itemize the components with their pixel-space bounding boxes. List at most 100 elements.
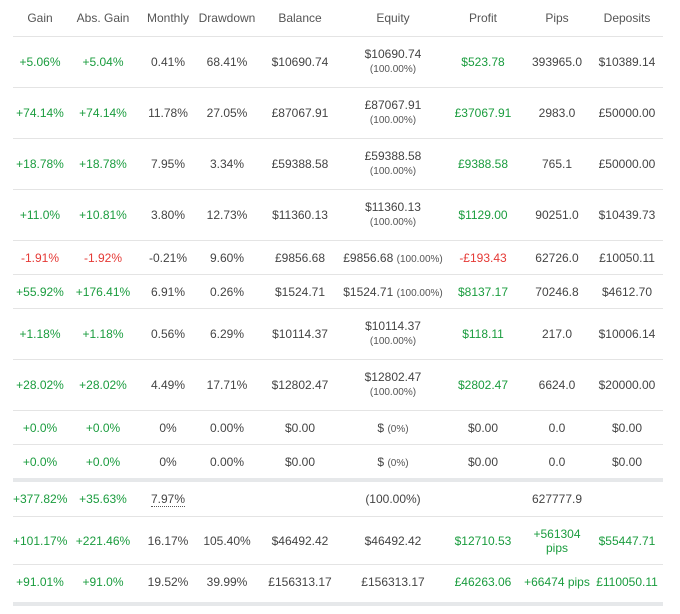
summary-deposits: £110050.11 <box>591 564 663 598</box>
summary-pips: +66474 pips <box>523 564 591 598</box>
table-row[interactable]: +1.18% +1.18% 0.56% 6.29% $10114.37 $10114.37… <box>13 308 663 360</box>
abs-gain-cell: +176.41% <box>67 274 139 309</box>
equity-cell: £59388.58 (100.00%) <box>343 138 443 190</box>
equity-percent: (0%) <box>387 457 409 469</box>
pips-cell: 2983.0 <box>523 87 591 139</box>
table-row[interactable]: +5.06% +5.04% 0.41% 68.41% $10690.74 $10690.7… <box>13 36 663 88</box>
header-balance[interactable]: Balance <box>278 11 322 25</box>
drawdown-cell: 17.71% <box>197 359 257 411</box>
pips-cell: 62726.0 <box>523 240 591 275</box>
summary-balance <box>257 478 343 517</box>
pips-cell: 393965.0 <box>523 36 591 88</box>
table-row[interactable]: +11.0% +10.81% 3.80% 12.73% $11360.13 $11360.… <box>13 189 663 241</box>
drawdown-cell: 3.34% <box>197 138 257 190</box>
deposits-cell: £50000.00 <box>591 138 663 190</box>
balance-cell: $10114.37 <box>257 308 343 360</box>
equity-value: £87067.91 <box>364 98 422 112</box>
pips-cell: 0.0 <box>523 444 591 480</box>
summary-deposits: $55447.71 <box>591 516 663 565</box>
deposits-cell: $10389.14 <box>591 36 663 88</box>
summary-row-total: +377.82% +35.63% 7.97% (100.00%) 627777.… <box>13 478 663 517</box>
drawdown-cell: 12.73% <box>197 189 257 241</box>
deposits-cell: $0.00 <box>591 444 663 480</box>
table-row[interactable]: +55.92% +176.41% 6.91% 0.26% $1524.71 $1524.7… <box>13 274 663 309</box>
equity-value: $10690.74 <box>364 47 422 61</box>
summary-abs-gain: +35.63% <box>67 478 139 517</box>
balance-cell: $1524.71 <box>257 274 343 309</box>
pips-cell: 217.0 <box>523 308 591 360</box>
summary-pips: 627777.9 <box>523 478 591 517</box>
table-header-row: Gain Abs. Gain Monthly Drawdown Balance … <box>13 0 663 37</box>
deposits-cell: £50000.00 <box>591 87 663 139</box>
summary-monthly-value[interactable]: 7.97% <box>150 492 186 507</box>
summary-equity: £156313.17 <box>343 564 443 598</box>
abs-gain-cell: +0.0% <box>67 444 139 480</box>
accounts-table: Gain Abs. Gain Monthly Drawdown Balance … <box>13 0 663 598</box>
profit-cell: $8137.17 <box>443 274 523 309</box>
summary-gain: +377.82% <box>13 478 67 517</box>
table-row[interactable]: +0.0% +0.0% 0% 0.00% $0.00 $ (0%) $0.00 0.0 $0.0… <box>13 410 663 445</box>
table-row[interactable]: +28.02% +28.02% 4.49% 17.71% $12802.47 $12802… <box>13 359 663 411</box>
drawdown-cell: 0.00% <box>197 410 257 445</box>
summary-monthly: 16.17% <box>139 516 197 565</box>
summary-row-gbp: +91.01% +91.0% 19.52% 39.99% £156313.17 … <box>13 564 663 598</box>
gain-cell: +74.14% <box>13 87 67 139</box>
monthly-cell: 0.56% <box>139 308 197 360</box>
header-abs-gain[interactable]: Abs. Gain <box>76 11 130 25</box>
table-row[interactable]: -1.91% -1.92% -0.21% 9.60% £9856.68 £9856.68 … <box>13 240 663 275</box>
gain-cell: +11.0% <box>13 189 67 241</box>
table-row[interactable]: +0.0% +0.0% 0% 0.00% $0.00 $ (0%) $0.00 0.0 $0.0… <box>13 444 663 480</box>
equity-percent: (100.00%) <box>369 166 417 177</box>
equity-cell: $1524.71 (100.00%) <box>343 274 443 309</box>
profit-cell: $118.11 <box>443 308 523 360</box>
drawdown-cell: 9.60% <box>197 240 257 275</box>
monthly-cell: 3.80% <box>139 189 197 241</box>
equity-cell: £87067.91 (100.00%) <box>343 87 443 139</box>
summary-balance: £156313.17 <box>257 564 343 598</box>
balance-cell: $0.00 <box>257 444 343 480</box>
balance-cell: $12802.47 <box>257 359 343 411</box>
profit-cell: £9388.58 <box>443 138 523 190</box>
equity-value: $1524.71 <box>343 284 394 299</box>
drawdown-cell: 27.05% <box>197 87 257 139</box>
equity-percent: (100.00%) <box>396 253 443 265</box>
header-drawdown[interactable]: Drawdown <box>198 11 256 25</box>
gain-cell: +55.92% <box>13 274 67 309</box>
summary-equity: (100.00%) <box>343 478 443 517</box>
equity-percent: (100.00%) <box>396 287 443 299</box>
summary-deposits <box>591 478 663 517</box>
header-equity[interactable]: Equity <box>376 11 410 25</box>
profit-cell: $0.00 <box>443 410 523 445</box>
table-row[interactable]: +18.78% +18.78% 7.95% 3.34% £59388.58 £59388.… <box>13 138 663 190</box>
summary-abs-gain: +221.46% <box>67 516 139 565</box>
summary-monthly[interactable]: 7.97% <box>139 478 197 517</box>
equity-percent: (0%) <box>387 423 409 435</box>
summary-profit: £46263.06 <box>443 564 523 598</box>
equity-percent: (100.00%) <box>369 336 417 347</box>
abs-gain-cell: +0.0% <box>67 410 139 445</box>
header-pips[interactable]: Pips <box>545 11 569 25</box>
profit-cell: £37067.91 <box>443 87 523 139</box>
equity-cell: $10114.37 (100.00%) <box>343 308 443 360</box>
gain-cell: +0.0% <box>13 410 67 445</box>
header-profit[interactable]: Profit <box>468 11 497 25</box>
equity-value: $ <box>377 454 385 469</box>
header-deposits[interactable]: Deposits <box>603 11 651 25</box>
profit-cell: $2802.47 <box>443 359 523 411</box>
summary-pips-unit: pips <box>545 540 568 555</box>
header-gain[interactable]: Gain <box>27 11 53 25</box>
summary-abs-gain: +91.0% <box>67 564 139 598</box>
gain-cell: +1.18% <box>13 308 67 360</box>
equity-value: £9856.68 <box>343 250 394 265</box>
abs-gain-cell: +5.04% <box>67 36 139 88</box>
header-monthly[interactable]: Monthly <box>146 11 190 25</box>
balance-cell: $11360.13 <box>257 189 343 241</box>
summary-pips: +561304 pips <box>523 516 591 565</box>
summary-profit: $12710.53 <box>443 516 523 565</box>
equity-value: £59388.58 <box>364 149 422 163</box>
equity-value: $ <box>377 420 385 435</box>
table-row[interactable]: +74.14% +74.14% 11.78% 27.05% £87067.91 £8706… <box>13 87 663 139</box>
deposits-cell: $20000.00 <box>591 359 663 411</box>
equity-cell: $ (0%) <box>343 444 443 480</box>
summary-gain: +91.01% <box>13 564 67 598</box>
